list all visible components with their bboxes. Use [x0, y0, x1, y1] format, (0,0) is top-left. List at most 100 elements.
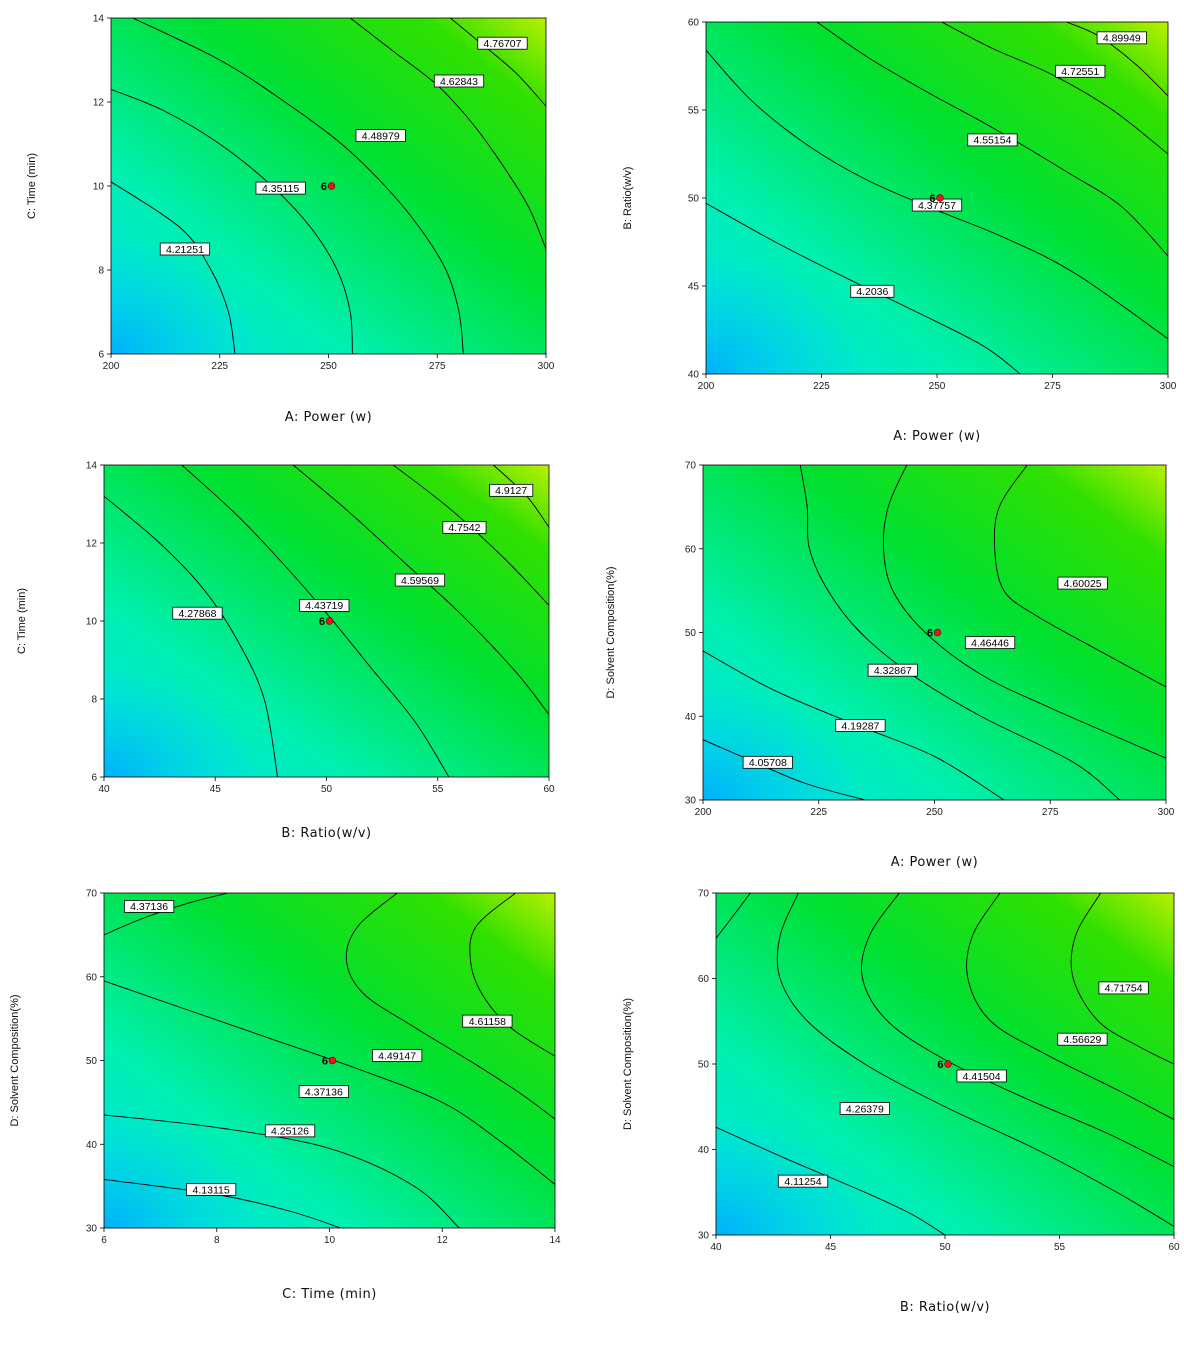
svg-text:4.37136: 4.37136: [305, 1086, 343, 1098]
y-axis-label: D: Solvent Composition(%): [9, 994, 21, 1126]
y-axis-label: D: Solvent Composition(%): [605, 566, 617, 698]
contour-level-label: 4.56629: [1057, 1032, 1108, 1046]
y-tick-label: 50: [698, 1060, 710, 1071]
svg-text:4.9127: 4.9127: [495, 485, 527, 497]
contour-line: [716, 893, 751, 939]
y-tick-label: 60: [86, 972, 98, 983]
contour-line: [132, 18, 464, 354]
svg-text:4.43719: 4.43719: [305, 600, 343, 612]
x-tick-label: 60: [1168, 1242, 1180, 1253]
svg-text:4.19287: 4.19287: [841, 720, 879, 732]
x-tick-label: 300: [1160, 381, 1177, 392]
contour-line: [703, 739, 866, 800]
design-point: 6: [321, 181, 336, 193]
contour-level-label: 4.32867: [867, 663, 918, 677]
contour-line: [469, 893, 555, 1057]
x-tick-label: 40: [710, 1242, 722, 1253]
x-axis-label: A: Power (w): [285, 410, 372, 425]
x-tick-label: 200: [103, 361, 120, 372]
x-tick-label: 12: [437, 1235, 449, 1246]
svg-text:4.55154: 4.55154: [973, 135, 1011, 147]
y-tick-label: 70: [685, 461, 697, 472]
y-tick-label: 50: [685, 628, 697, 639]
svg-text:4.48979: 4.48979: [362, 130, 400, 142]
contour-level-label: 4.21251: [159, 242, 211, 256]
contour-line: [349, 18, 546, 250]
x-tick-label: 250: [320, 361, 337, 372]
contour-line: [345, 893, 555, 1120]
contour-level-label: 4.49147: [372, 1049, 423, 1062]
x-tick-label: 50: [939, 1242, 951, 1253]
x-tick-label: 55: [432, 784, 444, 795]
y-tick-label: 70: [698, 889, 710, 900]
contour-line: [776, 893, 1174, 1227]
contour-line: [993, 465, 1166, 688]
y-tick-label: 50: [86, 1056, 98, 1067]
y-tick-label: 30: [698, 1231, 710, 1242]
x-tick-label: 55: [1054, 1242, 1066, 1253]
contour-level-label: 4.59569: [394, 573, 446, 587]
svg-text:4.37757: 4.37757: [918, 200, 956, 212]
contour-level-label: 4.05708: [742, 755, 793, 769]
svg-text:4.62843: 4.62843: [440, 76, 478, 88]
contour-line: [816, 22, 1168, 257]
x-tick-label: 250: [926, 807, 943, 818]
y-tick-label: 6: [91, 773, 97, 784]
y-axis-label: D: Solvent Composition(%): [622, 998, 634, 1130]
svg-text:4.11254: 4.11254: [784, 1176, 821, 1188]
contour-level-label: 4.55154: [967, 133, 1018, 147]
contour-line: [716, 1126, 946, 1235]
svg-text:4.35115: 4.35115: [262, 183, 299, 195]
y-tick-label: 12: [86, 539, 98, 550]
design-point: 6: [319, 616, 334, 628]
contour-line: [1070, 893, 1174, 1065]
contour-level-label: 4.48979: [355, 129, 406, 142]
y-tick-label: 60: [698, 974, 710, 985]
contour-level-label: 4.2036: [850, 284, 895, 298]
contour-level-label: 4.7542: [442, 521, 487, 534]
y-tick-label: 8: [91, 695, 97, 706]
svg-text:4.05708: 4.05708: [749, 757, 787, 769]
svg-text:4.89949: 4.89949: [1103, 33, 1141, 45]
contour-line: [111, 181, 236, 354]
contour-level-label: 4.41504: [956, 1069, 1007, 1083]
x-tick-label: 40: [98, 784, 110, 795]
svg-text:4.46446: 4.46446: [971, 637, 1009, 649]
x-tick-label: 275: [1042, 807, 1059, 818]
contour-level-label: 4.71754: [1098, 981, 1149, 995]
contour-level-label: 4.62843: [433, 74, 485, 88]
x-tick-label: 225: [813, 381, 830, 392]
design-point-label: 6: [929, 193, 935, 205]
contour-level-label: 4.76707: [477, 36, 528, 50]
y-tick-label: 60: [688, 18, 700, 29]
design-point: 6: [927, 628, 942, 640]
contour-line: [966, 893, 1174, 1120]
contour-level-label: 4.11254: [777, 1174, 829, 1188]
y-tick-label: 50: [688, 194, 700, 205]
svg-text:4.7542: 4.7542: [448, 522, 480, 534]
x-axis-label: A: Power (w): [893, 429, 980, 444]
contour-plot-1: 200 225 250 275 300 6 8 10 12 14 A: Power (w) C: Ti…: [26, 14, 555, 426]
design-point: 6: [937, 1059, 952, 1071]
contour-level-label: 4.72551: [1055, 64, 1106, 78]
x-tick-label: 6: [101, 1235, 107, 1246]
x-tick-label: 300: [1158, 807, 1175, 818]
y-tick-label: 60: [685, 544, 697, 555]
y-tick-label: 30: [86, 1224, 98, 1235]
x-tick-label: 225: [810, 807, 827, 818]
contour-level-label: 4.37757: [911, 198, 963, 212]
contour-level-label: 4.37136: [298, 1085, 349, 1098]
contour-line: [1066, 22, 1168, 97]
y-tick-label: 10: [93, 182, 105, 193]
y-tick-label: 14: [93, 14, 105, 25]
x-axis-label: C: Time (min): [282, 1287, 377, 1302]
y-tick-label: 10: [86, 617, 98, 628]
svg-text:4.72551: 4.72551: [1061, 66, 1099, 78]
x-tick-label: 50: [321, 784, 333, 795]
contour-level-label: 4.35115: [255, 181, 306, 195]
contour-level-label: 4.61158: [462, 1014, 513, 1028]
y-tick-label: 30: [685, 796, 697, 807]
contour-line: [706, 49, 1168, 340]
